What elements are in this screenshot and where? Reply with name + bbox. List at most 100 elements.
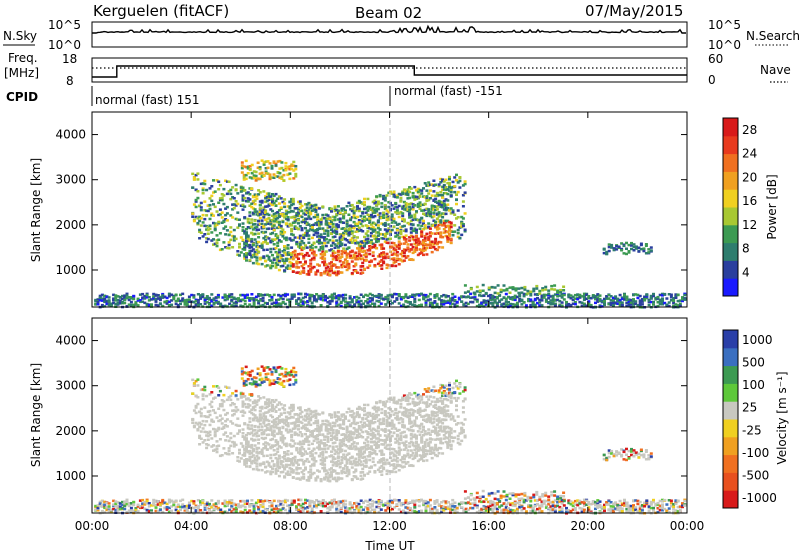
power-cell xyxy=(304,260,307,263)
power-cell xyxy=(264,200,268,204)
power-cell xyxy=(596,293,600,296)
power-cell xyxy=(196,172,200,175)
power-cell xyxy=(340,207,344,210)
power-cell xyxy=(556,289,560,292)
power-cell xyxy=(203,217,207,221)
velocity-cell xyxy=(384,509,388,512)
power-cell xyxy=(280,175,284,178)
power-cell xyxy=(392,242,396,245)
velocity-cell xyxy=(473,502,477,505)
power-cell xyxy=(369,223,373,226)
velocity-cell xyxy=(246,502,249,505)
power-cell xyxy=(300,264,304,268)
power-cell xyxy=(409,243,413,246)
power-cell xyxy=(422,239,425,242)
power-cell xyxy=(213,225,217,228)
velocity-cell xyxy=(203,504,207,508)
power-cell xyxy=(269,250,273,254)
velocity-cell xyxy=(676,510,680,513)
power-cell xyxy=(274,174,278,178)
power-cell xyxy=(224,207,228,210)
power-cell xyxy=(194,298,198,302)
velocity-cell xyxy=(109,508,113,511)
power-cell xyxy=(206,204,210,207)
power-colorbar-label: Power [dB] xyxy=(765,174,779,239)
power-cell xyxy=(518,298,522,301)
velocity-cell xyxy=(522,500,526,504)
power-cell xyxy=(371,234,375,238)
power-cell xyxy=(446,181,450,185)
power-cell xyxy=(248,198,252,201)
power-cell xyxy=(227,233,231,236)
power-cell xyxy=(380,216,384,220)
velocity-cell xyxy=(489,502,493,506)
power-cell xyxy=(642,247,646,250)
power-cell xyxy=(248,211,252,214)
velocity-cell xyxy=(205,501,209,504)
power-cell xyxy=(442,183,446,187)
power-cell xyxy=(402,236,406,239)
power-cell xyxy=(439,177,443,181)
power-cell xyxy=(283,237,287,240)
velocity-cell xyxy=(147,510,151,513)
power-cell xyxy=(205,228,209,231)
power-cell xyxy=(596,298,600,301)
power-cell xyxy=(225,297,229,300)
power-cell xyxy=(357,300,361,303)
velocity-cell xyxy=(123,500,127,503)
power-cell xyxy=(434,200,438,203)
velocity-cell xyxy=(661,506,664,510)
power-cell xyxy=(368,245,372,248)
power-cell xyxy=(170,303,174,307)
power-cell xyxy=(489,298,493,302)
power-cell xyxy=(442,188,446,191)
velocity-cell xyxy=(565,506,568,510)
power-cell xyxy=(432,190,436,193)
power-cell xyxy=(331,241,335,245)
velocity-cell xyxy=(413,503,417,506)
power-cell xyxy=(276,244,280,247)
power-cell xyxy=(571,298,575,302)
power-cell xyxy=(221,296,225,299)
velocity-cell xyxy=(502,502,506,505)
velocity-cell xyxy=(373,508,377,512)
power-cell xyxy=(323,232,327,235)
velocity-cell xyxy=(576,499,580,502)
power-cell xyxy=(192,296,196,299)
power-cell xyxy=(428,292,432,296)
power-cell xyxy=(321,205,325,208)
power-cell xyxy=(402,305,406,308)
power-cell xyxy=(416,196,420,199)
power-cell xyxy=(455,304,459,308)
power-cell xyxy=(392,252,396,255)
power-cell xyxy=(393,292,397,296)
power-cell xyxy=(201,188,205,192)
velocity-cell xyxy=(457,502,461,506)
velocity-cell xyxy=(136,510,140,513)
velocity-cell xyxy=(185,504,189,508)
power-cell xyxy=(587,295,591,298)
power-cell xyxy=(118,301,122,305)
velocity-cell xyxy=(661,500,664,503)
power-cell xyxy=(359,265,363,268)
power-cell xyxy=(404,256,408,259)
power-cell xyxy=(359,245,363,248)
velocity-cell xyxy=(533,504,537,508)
power-cell xyxy=(345,232,349,236)
power-cell xyxy=(475,304,479,308)
power-cell xyxy=(245,253,248,257)
power-cell xyxy=(423,226,427,230)
power-cell xyxy=(558,305,562,308)
velocity-cell xyxy=(275,510,278,513)
power-cell xyxy=(357,219,361,222)
velocity-cell xyxy=(658,504,662,508)
power-cell xyxy=(331,264,335,267)
power-cell xyxy=(250,225,254,228)
power-cell xyxy=(314,229,318,232)
power-cell xyxy=(215,244,219,248)
velocity-cell xyxy=(594,500,597,504)
power-cell xyxy=(440,304,444,307)
power-cell xyxy=(629,298,633,302)
velocity-cell xyxy=(681,505,684,509)
power-cell xyxy=(647,300,651,304)
